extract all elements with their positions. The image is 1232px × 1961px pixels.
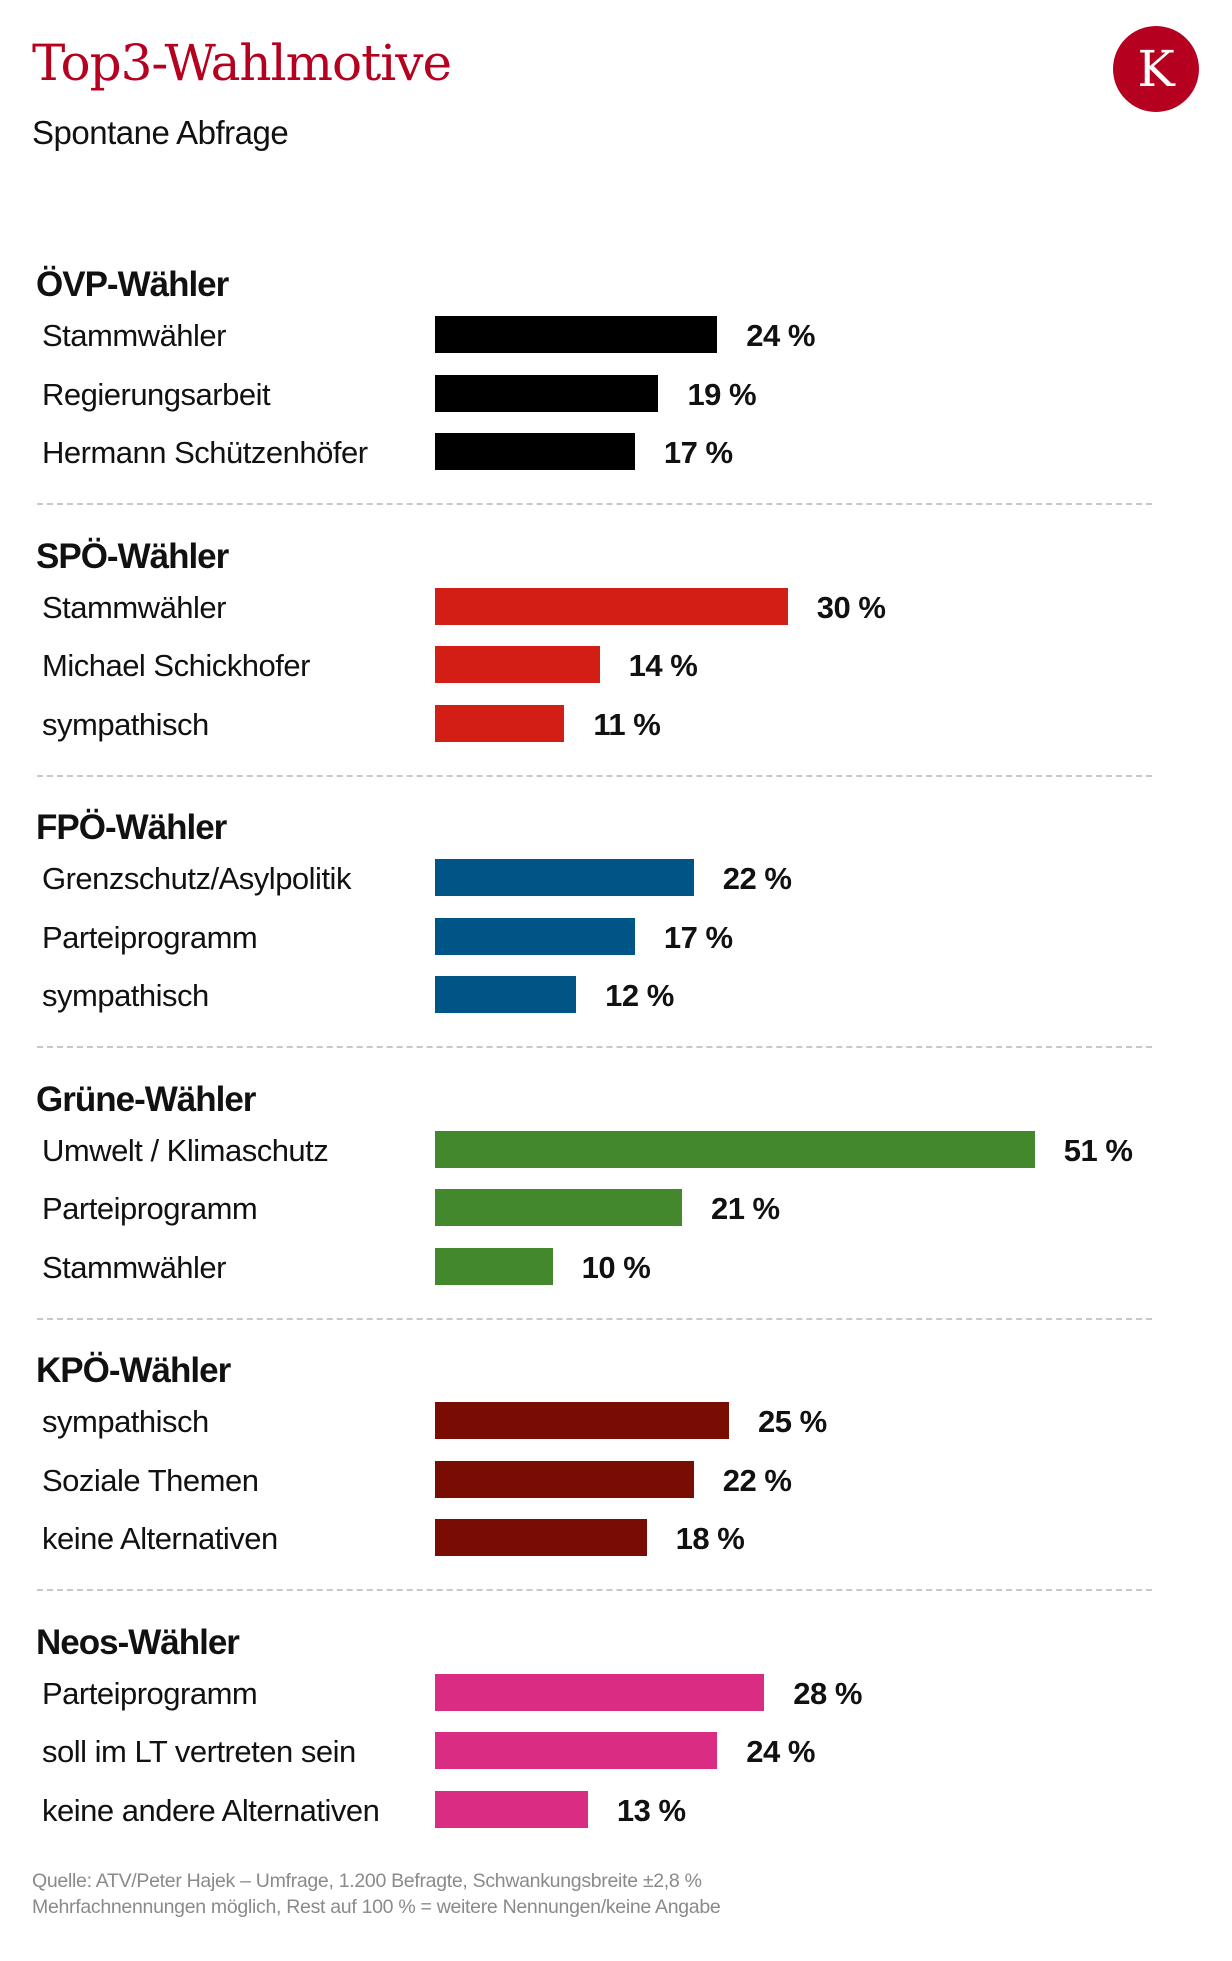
value-label: 12 %	[605, 978, 674, 1013]
bar-row: keine Alternativen 18 %	[0, 1519, 1232, 1569]
logo: K	[1113, 26, 1199, 112]
divider	[37, 1589, 1152, 1591]
bar	[435, 1673, 765, 1711]
value-label: 28 %	[793, 1675, 862, 1711]
bar	[435, 433, 635, 470]
category-label: Hermann Schützenhöfer	[42, 435, 368, 470]
bar-row: sympathisch 11 %	[0, 704, 1232, 755]
category-label: sympathisch	[42, 706, 209, 742]
bar-row: Parteiprogramm 28 %	[0, 1673, 1232, 1724]
group-0: ÖVP-Wähler Stammwähler 24 % Regierungsarbei…	[0, 265, 1232, 536]
group-header: FPÖ-Wähler	[36, 808, 227, 847]
bar-row: Stammwähler 24 %	[0, 316, 1232, 366]
bar	[435, 976, 577, 1013]
category-label: Soziale Themen	[42, 1462, 259, 1498]
value-label: 17 %	[663, 435, 733, 470]
bar	[435, 1130, 1035, 1168]
divider	[37, 774, 1152, 777]
value-label: 18 %	[675, 1521, 745, 1556]
category-label: soll im LT vertreten sein	[42, 1734, 356, 1769]
footer-source: Quelle: ATV/Peter Hajek – Umfrage, 1.200…	[32, 1870, 702, 1892]
value-label: 17 %	[663, 919, 733, 955]
value-label: 24 %	[746, 1734, 815, 1769]
category-label: Parteiprogramm	[42, 919, 258, 955]
bar-row: Regierungsarbeit 19 %	[0, 374, 1232, 425]
bar-row: Stammwähler 10 %	[0, 1247, 1232, 1298]
value-label: 14 %	[628, 648, 698, 683]
category-label: Regierungsarbeit	[42, 376, 271, 412]
category-label: Stammwähler	[42, 318, 227, 353]
group-2: FPÖ-Wähler Grenzschutz/Asylpolitik 22 % Par…	[0, 808, 1232, 1079]
bar-row: sympathisch 12 %	[0, 976, 1232, 1026]
value-label: 11 %	[593, 706, 661, 742]
bar-row: soll im LT vertreten sein 24 %	[0, 1732, 1232, 1782]
bar	[435, 646, 600, 683]
category-label: keine Alternativen	[42, 1521, 278, 1556]
bar-row: Michael Schickhofer 14 %	[0, 646, 1232, 696]
value-label: 51 %	[1063, 1132, 1133, 1168]
bar-row: Hermann Schützenhöfer 17 %	[0, 433, 1232, 483]
group-3: Grüne-Wähler Umwelt / Klimaschutz 51 % Part…	[0, 1080, 1232, 1351]
bar-row: Parteiprogramm 17 %	[0, 917, 1232, 968]
group-5: Neos-Wähler Parteiprogramm 28 % soll im LT …	[0, 1623, 1232, 1894]
bar	[435, 704, 565, 742]
bar-row: keine andere Alternativen 13 %	[0, 1790, 1232, 1841]
category-label: sympathisch	[42, 978, 209, 1013]
category-label: Parteiprogramm	[42, 1191, 258, 1226]
value-label: 25 %	[758, 1404, 827, 1439]
bar	[435, 1460, 694, 1498]
value-label: 24 %	[746, 318, 815, 353]
bar	[435, 1790, 588, 1828]
value-label: 22 %	[722, 1462, 792, 1498]
divider	[37, 503, 1152, 505]
bar-row: Parteiprogramm 21 %	[0, 1189, 1232, 1239]
bar	[435, 917, 635, 955]
category-label: Stammwähler	[42, 1249, 227, 1285]
category-label: Grenzschutz/Asylpolitik	[42, 861, 351, 896]
value-label: 10 %	[581, 1249, 651, 1285]
bar	[435, 587, 788, 625]
group-header: Neos-Wähler	[36, 1622, 240, 1662]
category-label: Parteiprogramm	[42, 1675, 258, 1711]
bar	[435, 1732, 718, 1769]
group-header: ÖVP-Wähler	[36, 265, 229, 304]
category-label: Stammwähler	[42, 589, 227, 625]
category-label: Umwelt / Klimaschutz	[42, 1132, 329, 1168]
value-label: 22 %	[722, 861, 792, 896]
value-label: 21 %	[710, 1191, 780, 1226]
bar	[435, 316, 718, 353]
bar	[435, 374, 659, 412]
bar-row: Soziale Themen 22 %	[0, 1460, 1232, 1511]
bar-row: Grenzschutz/Asylpolitik 22 %	[0, 859, 1232, 909]
bar	[435, 1519, 647, 1556]
group-header: Grüne-Wähler	[36, 1079, 256, 1119]
divider	[37, 1046, 1152, 1048]
category-label: Michael Schickhofer	[42, 648, 310, 683]
value-label: 30 %	[816, 589, 886, 625]
bar	[435, 1402, 729, 1439]
bar-row: Umwelt / Klimaschutz 51 %	[0, 1130, 1232, 1181]
footer-note: Mehrfachnennungen möglich, Rest auf 100 …	[32, 1896, 721, 1918]
value-label: 19 %	[687, 376, 757, 412]
group-header: KPÖ-Wähler	[36, 1351, 231, 1390]
bar-row: sympathisch 25 %	[0, 1402, 1232, 1452]
bar	[435, 1189, 682, 1226]
group-header: SPÖ-Wähler	[36, 536, 229, 576]
bar	[435, 859, 694, 896]
bar	[435, 1247, 553, 1285]
chart-title: Top3-Wahlmotive	[32, 34, 452, 92]
category-label: sympathisch	[42, 1404, 209, 1439]
divider	[37, 1317, 1152, 1320]
chart-subtitle: Spontane Abfrage	[32, 114, 289, 151]
category-label: keine andere Alternativen	[42, 1792, 380, 1828]
bar-row: Stammwähler 30 %	[0, 587, 1232, 638]
group-4: KPÖ-Wähler sympathisch 25 % Soziale Themen 2…	[0, 1351, 1232, 1622]
group-1: SPÖ-Wähler Stammwähler 30 % Michael Schickh…	[0, 537, 1232, 808]
value-label: 13 %	[616, 1792, 686, 1828]
